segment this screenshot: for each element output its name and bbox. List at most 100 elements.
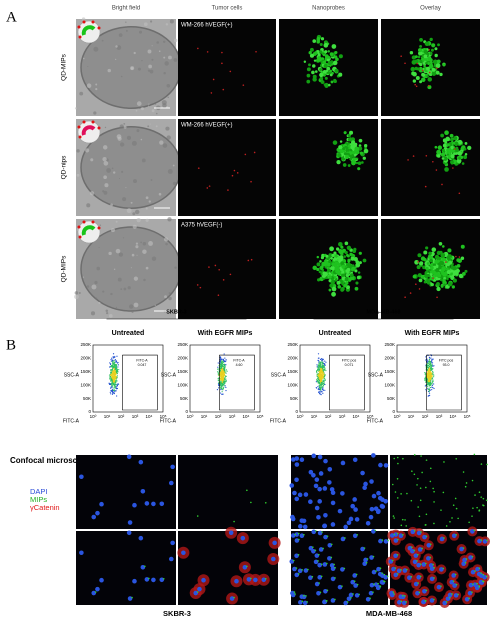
texture xyxy=(140,138,143,141)
event xyxy=(432,387,434,389)
event xyxy=(321,361,323,363)
event xyxy=(116,375,118,377)
y-tick-label: 200K xyxy=(384,356,395,361)
y-tick-label: 150K xyxy=(177,369,188,374)
nucleus xyxy=(378,538,383,544)
probe-signal xyxy=(461,162,465,165)
texture xyxy=(102,156,107,162)
nucleus xyxy=(303,568,309,573)
nucleus xyxy=(314,581,320,587)
nucleus xyxy=(393,538,399,543)
texture xyxy=(167,169,173,174)
mips xyxy=(468,521,470,524)
image-tile xyxy=(381,219,480,319)
texture xyxy=(90,311,96,316)
event xyxy=(316,364,318,366)
probe-signal xyxy=(334,264,338,268)
probe-signal xyxy=(441,267,446,271)
probe-signal xyxy=(440,252,446,258)
mips xyxy=(372,591,374,593)
event xyxy=(320,389,322,391)
probe-signal xyxy=(434,259,439,264)
texture xyxy=(81,17,86,21)
texture xyxy=(133,276,139,281)
texture xyxy=(147,49,152,54)
probe-signal xyxy=(327,50,330,53)
probe-signal xyxy=(441,245,445,248)
nucleus xyxy=(144,577,150,582)
event xyxy=(112,359,114,361)
mips xyxy=(416,484,418,486)
tumor-signal xyxy=(416,62,419,65)
probe-signal xyxy=(337,153,342,158)
probe-signal xyxy=(329,283,334,288)
event xyxy=(219,372,221,374)
mips xyxy=(485,575,488,578)
probe-signal xyxy=(334,51,338,55)
event xyxy=(324,360,326,362)
event xyxy=(221,393,223,395)
probe-signal xyxy=(355,262,361,268)
mips xyxy=(433,598,435,601)
texture xyxy=(149,69,154,74)
nucleus xyxy=(201,577,206,583)
probe-signal xyxy=(314,78,317,82)
nucleus xyxy=(317,486,322,492)
event xyxy=(317,367,320,369)
nucleus xyxy=(317,562,322,568)
nucleus xyxy=(234,578,239,584)
event xyxy=(223,378,226,380)
nucleus xyxy=(401,600,407,606)
probe-signal xyxy=(330,256,333,260)
event xyxy=(222,380,224,382)
probe-signal xyxy=(340,251,344,255)
texture xyxy=(76,149,80,153)
event xyxy=(317,382,319,384)
event xyxy=(433,387,435,390)
event xyxy=(320,381,323,384)
nucleus xyxy=(290,514,295,520)
probe-signal xyxy=(421,72,426,77)
event xyxy=(322,388,324,390)
event xyxy=(429,386,432,389)
event xyxy=(321,370,323,372)
nucleus xyxy=(376,566,381,572)
mips xyxy=(321,531,323,533)
probe-signal xyxy=(326,58,330,62)
event xyxy=(117,366,119,368)
probe-signal xyxy=(308,63,311,67)
mips xyxy=(455,507,458,510)
probe-signal xyxy=(316,262,321,267)
legend-entry: γCatenin xyxy=(30,503,60,512)
probe-signal xyxy=(455,148,459,153)
probe-signal xyxy=(341,282,345,286)
event xyxy=(220,375,222,377)
event xyxy=(321,368,323,370)
probe-signal xyxy=(358,144,362,147)
event xyxy=(430,364,432,366)
event xyxy=(113,387,115,389)
probe-signal xyxy=(412,71,417,77)
event xyxy=(115,365,118,367)
texture xyxy=(111,167,114,170)
probe-signal xyxy=(424,273,429,279)
icon xyxy=(77,220,101,244)
event xyxy=(429,375,431,377)
probe-signal xyxy=(446,148,449,152)
event xyxy=(108,374,111,376)
micrograph-bg xyxy=(76,455,176,529)
event xyxy=(110,387,112,389)
image-tile xyxy=(178,19,276,116)
nucleus xyxy=(378,462,383,468)
mips xyxy=(233,596,235,599)
mips xyxy=(410,499,413,502)
mips xyxy=(346,601,349,603)
probe-signal xyxy=(429,277,433,281)
mips xyxy=(326,562,328,565)
mips xyxy=(366,558,369,560)
y-tick-label: 0 xyxy=(295,409,298,414)
event xyxy=(431,361,433,363)
mips xyxy=(334,566,336,569)
probe-signal xyxy=(446,143,450,147)
probe-signal xyxy=(350,273,354,278)
